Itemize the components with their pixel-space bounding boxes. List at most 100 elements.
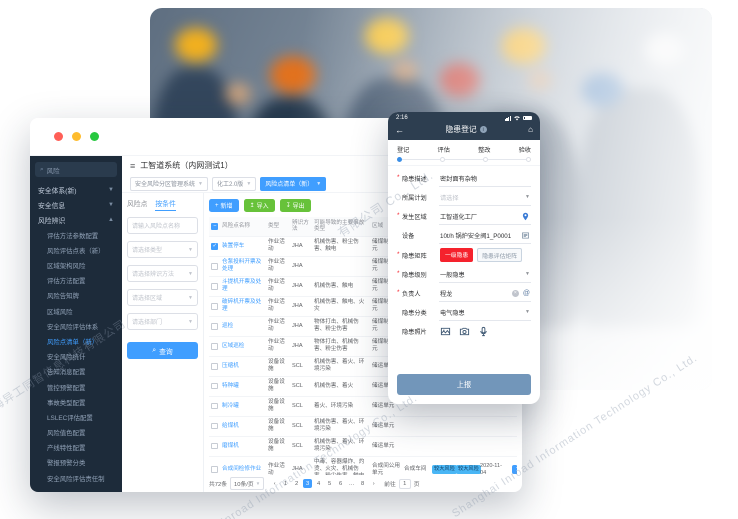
row-checkbox[interactable] xyxy=(211,442,218,450)
row-checkbox[interactable] xyxy=(211,283,218,290)
risk-point-link[interactable]: 特种罐 xyxy=(222,382,239,389)
page-button-1[interactable]: 1 xyxy=(284,480,288,487)
sidebar-item-事故类型配置[interactable]: 事故类型配置 xyxy=(35,395,117,410)
page-button-4[interactable]: 4 xyxy=(317,480,321,487)
sidebar-group-安全体系(新)[interactable]: 安全体系(新) ▼ xyxy=(35,182,117,197)
minimize-window-icon[interactable] xyxy=(72,132,81,141)
sidebar-item-安全风险评估体系[interactable]: 安全风险评估体系 xyxy=(35,319,117,334)
matrix-eval-button[interactable]: 隐患评估矩阵 xyxy=(477,248,522,262)
risk-point-link[interactable]: 区域巡检 xyxy=(222,342,245,349)
risk-point-link[interactable]: 合成间检修作业 xyxy=(222,466,262,473)
submit-button[interactable]: 上报 xyxy=(397,374,531,395)
danger-level-button[interactable]: 一级隐患 xyxy=(440,248,474,262)
sidebar-group-安全信息[interactable]: 安全信息 ▼ xyxy=(35,197,117,212)
risk-point-link[interactable]: 破碎机开票及处理 xyxy=(222,299,262,313)
row-checkbox[interactable] xyxy=(211,422,218,430)
active-module-tab[interactable]: 风险点清单（新） ▼ xyxy=(260,176,327,191)
row-checkbox[interactable] xyxy=(211,243,218,250)
field-value[interactable]: 密封面有杂物 xyxy=(439,171,531,187)
field-value[interactable]: 一级隐患 隐患评估矩阵 xyxy=(439,245,531,265)
sidebar-item-风险点清单（新）[interactable]: 风险点清单（新） xyxy=(35,334,117,349)
sidebar-item-警报预警分类[interactable]: 警报预警分类 xyxy=(35,455,117,470)
sidebar-item-安全风险评估责任制[interactable]: 安全风险评估责任制 xyxy=(35,471,117,486)
sidebar-item-产线特性配置[interactable]: 产线特性配置 xyxy=(35,440,117,455)
select-all-checkbox[interactable] xyxy=(211,223,218,230)
home-icon[interactable]: ⌂ xyxy=(528,125,533,134)
risk-point-link[interactable]: 装置停车 xyxy=(222,242,245,249)
page-size-select[interactable]: 10条/页 ▼ xyxy=(230,477,265,490)
add-photo-icon[interactable] xyxy=(459,326,470,337)
filter-select[interactable]: 请选择区域 ▼ xyxy=(127,289,198,306)
row-checkbox[interactable] xyxy=(211,466,218,473)
back-arrow-icon[interactable]: ← xyxy=(395,124,404,135)
location-pin-icon[interactable] xyxy=(521,212,530,221)
goto-page-input[interactable]: 1 xyxy=(398,478,411,489)
field-value[interactable]: 10t/h 锅炉安全阀1_P0001 xyxy=(439,228,531,244)
row-checkbox[interactable] xyxy=(211,382,218,390)
add-button[interactable]: + 新增 xyxy=(209,199,239,212)
view-button[interactable]: 查看 xyxy=(512,464,517,475)
maximize-window-icon[interactable] xyxy=(90,132,99,141)
system-select[interactable]: 安全风险分区管理系统 ▼ xyxy=(130,176,208,191)
sidebar-item-区域架构风险[interactable]: 区域架构风险 xyxy=(35,258,117,273)
risk-point-link[interactable]: 给煤机 xyxy=(222,422,239,429)
filter-select[interactable]: 请选择类型 ▼ xyxy=(127,241,198,258)
sidebar-item-LSLEC评估配置[interactable]: LSLEC评估配置 xyxy=(35,410,117,425)
mention-icon[interactable]: @ xyxy=(522,289,530,297)
close-window-icon[interactable] xyxy=(54,132,63,141)
clear-icon[interactable]: × xyxy=(511,289,519,297)
page-button-8[interactable]: 8 xyxy=(361,480,365,487)
risk-point-link[interactable]: 仓泵投料开票及处理 xyxy=(222,259,262,273)
page-button-…[interactable]: … xyxy=(348,480,355,487)
sidebar-item-风险告知牌[interactable]: 风险告知牌 xyxy=(35,288,117,303)
field-value[interactable] xyxy=(439,323,531,340)
page-button-6[interactable]: 6 xyxy=(339,480,343,487)
add-audio-icon[interactable] xyxy=(478,326,489,337)
field-value[interactable]: 一般隐患 ▼ xyxy=(439,267,531,283)
risk-point-link[interactable]: 斗提机开票及处理 xyxy=(222,279,262,293)
page-button-›[interactable]: › xyxy=(372,480,375,487)
row-checkbox[interactable] xyxy=(211,303,218,310)
page-button-5[interactable]: 5 xyxy=(328,480,332,487)
field-value[interactable]: 请选择 ▼ xyxy=(439,190,531,206)
version-select[interactable]: 化工2.0版 ▼ xyxy=(211,176,257,191)
sidebar-group-风险辨识[interactable]: 风险辨识 ▲ xyxy=(35,212,117,227)
sidebar-label: 产线特性配置 xyxy=(47,445,86,453)
field-value[interactable]: 电气隐患 ▼ xyxy=(439,305,531,321)
sidebar-item-管控预警配置[interactable]: 管控预警配置 xyxy=(35,379,117,394)
sidebar-item-告知消息配置[interactable]: 告知消息配置 xyxy=(35,364,117,379)
page-button-3[interactable]: 3 xyxy=(303,479,313,488)
sidebar-item-评估方法参数配置[interactable]: 评估方法参数配置 xyxy=(35,228,117,243)
field-value[interactable]: 工智道化工厂 xyxy=(439,209,531,225)
sidebar-item-评估方法配置[interactable]: 评估方法配置 xyxy=(35,273,117,288)
risk-point-link[interactable]: 制冷罐 xyxy=(222,402,239,409)
sidebar-item-安全风险统计[interactable]: 安全风险统计 xyxy=(35,349,117,364)
query-button[interactable]: ⌕ 查询 xyxy=(127,342,198,359)
sidebar-item-风险值色配置[interactable]: 风险值色配置 xyxy=(35,425,117,440)
filter-select[interactable]: 请选择辨识方法 ▼ xyxy=(127,265,198,282)
device-list-icon[interactable] xyxy=(521,231,530,240)
add-image-icon[interactable] xyxy=(440,326,451,337)
sidebar-item-区域风险[interactable]: 区域风险 xyxy=(35,304,117,319)
export-button[interactable]: ↧ 导出 xyxy=(279,199,311,212)
risk-point-link[interactable]: 磨煤机 xyxy=(222,442,239,449)
sidebar-search-input[interactable]: ⌕ 风险 xyxy=(35,162,117,177)
row-checkbox[interactable] xyxy=(211,363,218,370)
field-value[interactable]: 程龙 × @ xyxy=(439,286,531,302)
menu-icon[interactable]: ≡ xyxy=(130,160,136,171)
filter-tab-按条件[interactable]: 按条件 xyxy=(155,198,176,211)
row-checkbox[interactable] xyxy=(211,343,218,350)
filter-input[interactable]: 请输入风险点名称 xyxy=(127,217,198,234)
row-checkbox[interactable] xyxy=(211,402,218,410)
sidebar-item-风险评估点表（新）[interactable]: 风险评估点表（新） xyxy=(35,243,117,258)
info-badge-icon[interactable]: i xyxy=(479,126,487,133)
row-checkbox[interactable] xyxy=(211,263,218,270)
risk-point-link[interactable]: 压缩机 xyxy=(222,362,239,369)
page-button-2[interactable]: 2 xyxy=(295,480,299,487)
risk-point-link[interactable]: 巡检 xyxy=(222,322,234,329)
import-button[interactable]: ↥ 导入 xyxy=(243,199,275,212)
row-checkbox[interactable] xyxy=(211,323,218,330)
page-button-‹[interactable]: ‹ xyxy=(273,480,276,487)
filter-select[interactable]: 请选择部门 ▼ xyxy=(127,313,198,330)
filter-tab-风险点[interactable]: 风险点 xyxy=(127,201,148,208)
